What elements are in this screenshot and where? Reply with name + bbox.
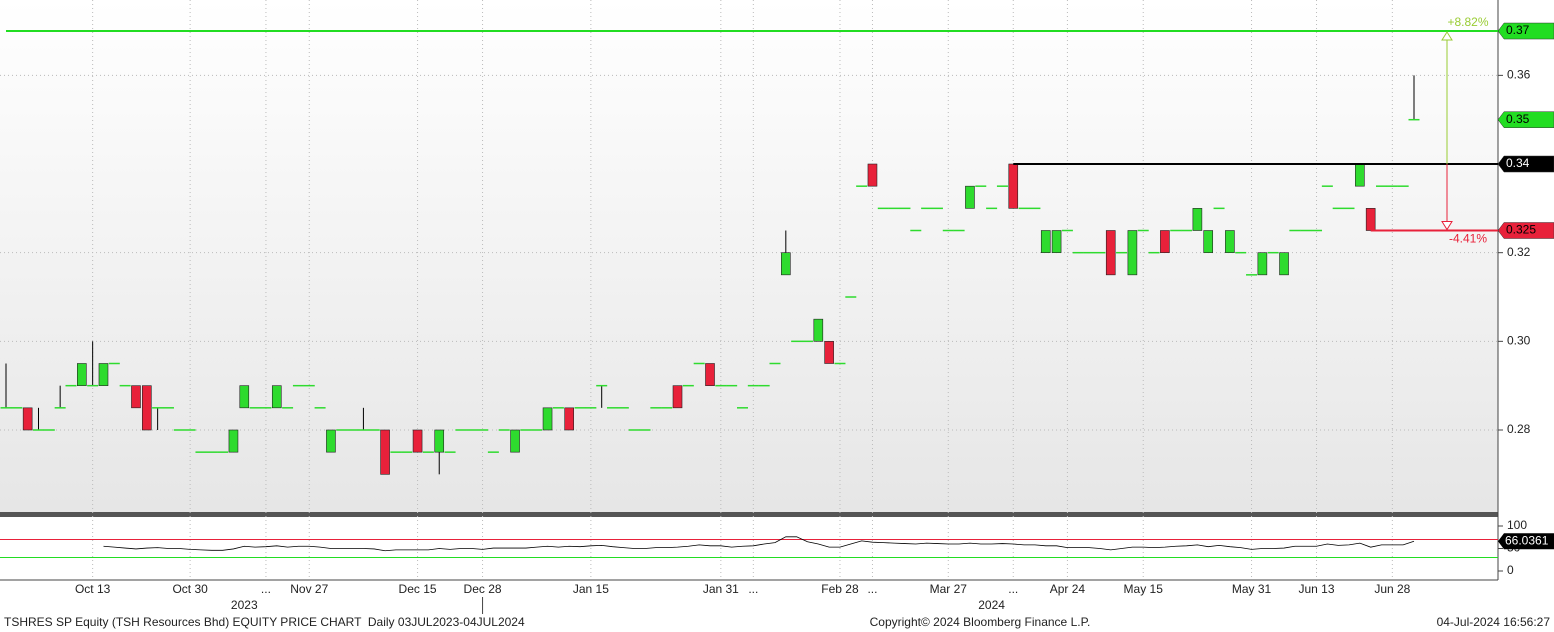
candle-body bbox=[1192, 208, 1203, 231]
rsi-tick-label: 0 bbox=[1507, 563, 1514, 577]
candle-body bbox=[1203, 230, 1214, 253]
candle-body bbox=[434, 429, 445, 453]
candle-body bbox=[1105, 230, 1116, 276]
x-tick-label: Oct 13 bbox=[75, 582, 111, 596]
candle-body bbox=[412, 429, 423, 453]
price-tag-label: 0.325 bbox=[1506, 223, 1536, 237]
candle-body bbox=[1127, 230, 1138, 276]
price-tag-box bbox=[1497, 155, 1554, 173]
candle-body bbox=[1160, 230, 1170, 253]
price-tag-label: 0.34 bbox=[1506, 156, 1530, 170]
x-tick-label: May 31 bbox=[1232, 582, 1272, 596]
x-tick-label: Oct 30 bbox=[172, 582, 208, 596]
x-tick-label: Jun 28 bbox=[1374, 582, 1410, 596]
candle-body bbox=[271, 385, 282, 409]
candle-body bbox=[239, 385, 250, 409]
x-tick-label: ... bbox=[867, 582, 877, 596]
candle-body bbox=[510, 429, 520, 453]
change-up-label: +8.82% bbox=[1447, 15, 1488, 29]
candle-body bbox=[824, 341, 834, 364]
candle-body bbox=[672, 385, 683, 409]
price-panel bbox=[0, 0, 1498, 512]
candle-body bbox=[1355, 163, 1365, 187]
candle-body bbox=[380, 429, 390, 475]
candle-body bbox=[98, 363, 109, 386]
x-tick-label: Dec 15 bbox=[399, 582, 437, 596]
candle-body bbox=[22, 407, 33, 431]
candle-body bbox=[142, 385, 152, 431]
price-tag-box bbox=[1497, 22, 1554, 40]
candle-body bbox=[1051, 230, 1062, 253]
year-label: 2023 bbox=[231, 598, 258, 612]
x-tick-label: May 15 bbox=[1124, 582, 1164, 596]
x-tick-label: ... bbox=[1008, 582, 1018, 596]
rsi-tag-box bbox=[1498, 533, 1554, 550]
price-tag-label: 0.37 bbox=[1506, 23, 1530, 37]
candle-body bbox=[1279, 252, 1289, 276]
candle-body bbox=[228, 429, 239, 453]
candle-body bbox=[813, 318, 824, 342]
x-tick-label: Apr 24 bbox=[1050, 582, 1086, 596]
candle-body bbox=[1225, 230, 1235, 253]
candle-body bbox=[781, 252, 791, 276]
arrow-head bbox=[1441, 31, 1453, 41]
x-tick-label: Dec 28 bbox=[464, 582, 502, 596]
y-tick-label: 0.30 bbox=[1507, 334, 1531, 348]
candle-body bbox=[564, 407, 575, 431]
y-tick-label: 0.32 bbox=[1507, 245, 1531, 259]
x-tick-label: Nov 27 bbox=[290, 582, 328, 596]
x-tick-label: ... bbox=[261, 582, 271, 596]
rsi-line bbox=[103, 536, 1415, 552]
candle-body bbox=[326, 429, 336, 453]
candle-body bbox=[965, 185, 975, 209]
panel-separator bbox=[0, 512, 1498, 517]
arrow-head bbox=[1441, 221, 1453, 231]
rsi-tag-label: 66.0361 bbox=[1505, 533, 1549, 547]
y-tick-label: 0.36 bbox=[1507, 68, 1531, 82]
footer-right: 04-Jul-2024 16:56:27 bbox=[1437, 615, 1551, 629]
candle-body bbox=[131, 385, 141, 409]
candle-body bbox=[705, 363, 715, 386]
candle-body bbox=[1040, 230, 1051, 253]
candle-body bbox=[1008, 163, 1019, 209]
candle-body bbox=[867, 163, 878, 187]
change-down-label: -4.41% bbox=[1449, 232, 1487, 246]
x-tick-label: Jan 31 bbox=[703, 582, 739, 596]
rsi-tick-label: 100 bbox=[1507, 518, 1527, 532]
price-tag-box bbox=[1497, 222, 1554, 239]
last-price-tag-box bbox=[1497, 111, 1554, 128]
last-price-tag-label: 0.35 bbox=[1506, 112, 1530, 126]
candle-body bbox=[77, 363, 87, 386]
footer-center: Copyright© 2024 Bloomberg Finance L.P. bbox=[870, 615, 1091, 629]
candle-body bbox=[542, 407, 553, 431]
y-tick-label: 0.28 bbox=[1507, 422, 1531, 436]
x-tick-label: Mar 27 bbox=[930, 582, 968, 596]
x-tick-label: Jan 15 bbox=[573, 582, 609, 596]
candle-body bbox=[1257, 252, 1268, 276]
candle-body bbox=[1365, 208, 1376, 231]
x-tick-label: Feb 28 bbox=[821, 582, 859, 596]
x-tick-label: Jun 13 bbox=[1299, 582, 1335, 596]
footer-left: TSHRES SP Equity (TSH Resources Bhd) EQU… bbox=[4, 615, 525, 629]
year-label: 2024 bbox=[978, 598, 1005, 612]
x-tick-label: ... bbox=[748, 582, 758, 596]
